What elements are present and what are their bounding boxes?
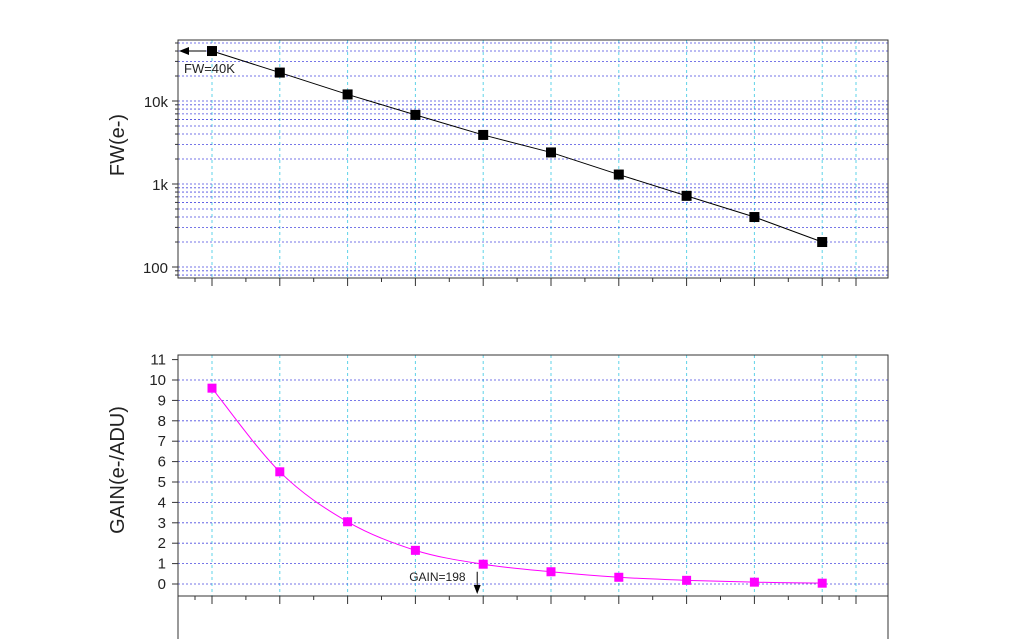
y-tick-label: 5 [158,474,166,491]
gain-data-point [749,577,759,587]
gain-annotation-arrowhead [473,585,481,594]
y-tick-label: 4 [158,494,166,511]
y-tick-label: 2 [158,535,166,552]
fw-y-ticks: 100 1k 10k [143,42,178,277]
fw-annotation-label: FW=40K [184,61,235,76]
fw-annotation: FW=40K [179,47,235,76]
y-tick-label: 1 [158,556,166,573]
y-tick-label: 8 [158,413,166,430]
fw-data-point [546,147,556,158]
gain-x-ticks [194,596,857,604]
fw-data-point [274,67,285,78]
gain-plot-frame [177,354,889,597]
y-tick-label: 7 [158,433,166,450]
gain-data-point [817,578,827,588]
gain-data-point [682,575,692,585]
fw-data-point [681,190,692,201]
gain-grid [177,355,889,639]
gain-series [207,383,827,588]
y-tick-label: 3 [158,515,166,532]
fw-y-axis-label: FW(e-) [107,114,129,176]
fw-x-ticks [194,278,857,286]
gain-y-axis-label: GAIN(e-/ADU) [107,406,129,534]
fw-data-point [613,169,624,180]
fw-data-point [410,109,421,120]
fw-chart: 100 1k 10k FW(e-) FW=40K [107,39,889,286]
fw-data-point [207,46,217,57]
gain-data-point [207,383,217,393]
fw-data-point [478,129,489,140]
y-tick-label: 6 [158,454,166,471]
fw-data-point [749,212,760,223]
y-tick-label: 1k [152,177,168,194]
fw-series-line [211,50,823,243]
gain-series-line [211,387,823,584]
fw-data-point [817,237,828,248]
gain-data-point [478,559,488,569]
y-tick-label: 10 [149,372,166,389]
gain-annotation: GAIN=198 [409,570,481,594]
fw-data-point [342,89,353,100]
gain-chart: 0 1 2 3 4 5 6 7 8 9 10 11 GAIN(e-/ADU) GAIN=198 [107,352,889,639]
y-tick-label: 9 [158,392,166,409]
gain-data-point [546,567,556,577]
gain-y-ticks: 0 1 2 3 4 5 6 7 8 9 10 11 [149,352,178,593]
fw-series [207,46,828,248]
fw-annotation-arrowhead [179,47,189,56]
gain-data-point [275,467,285,477]
y-tick-label: 0 [158,576,166,593]
y-tick-label: 10k [144,94,169,111]
gain-data-point [343,517,353,527]
gain-data-point [614,572,624,582]
y-tick-label: 100 [143,260,168,277]
gain-annotation-label: GAIN=198 [409,570,466,584]
gain-data-point [410,545,420,555]
y-tick-label: 11 [150,352,166,369]
